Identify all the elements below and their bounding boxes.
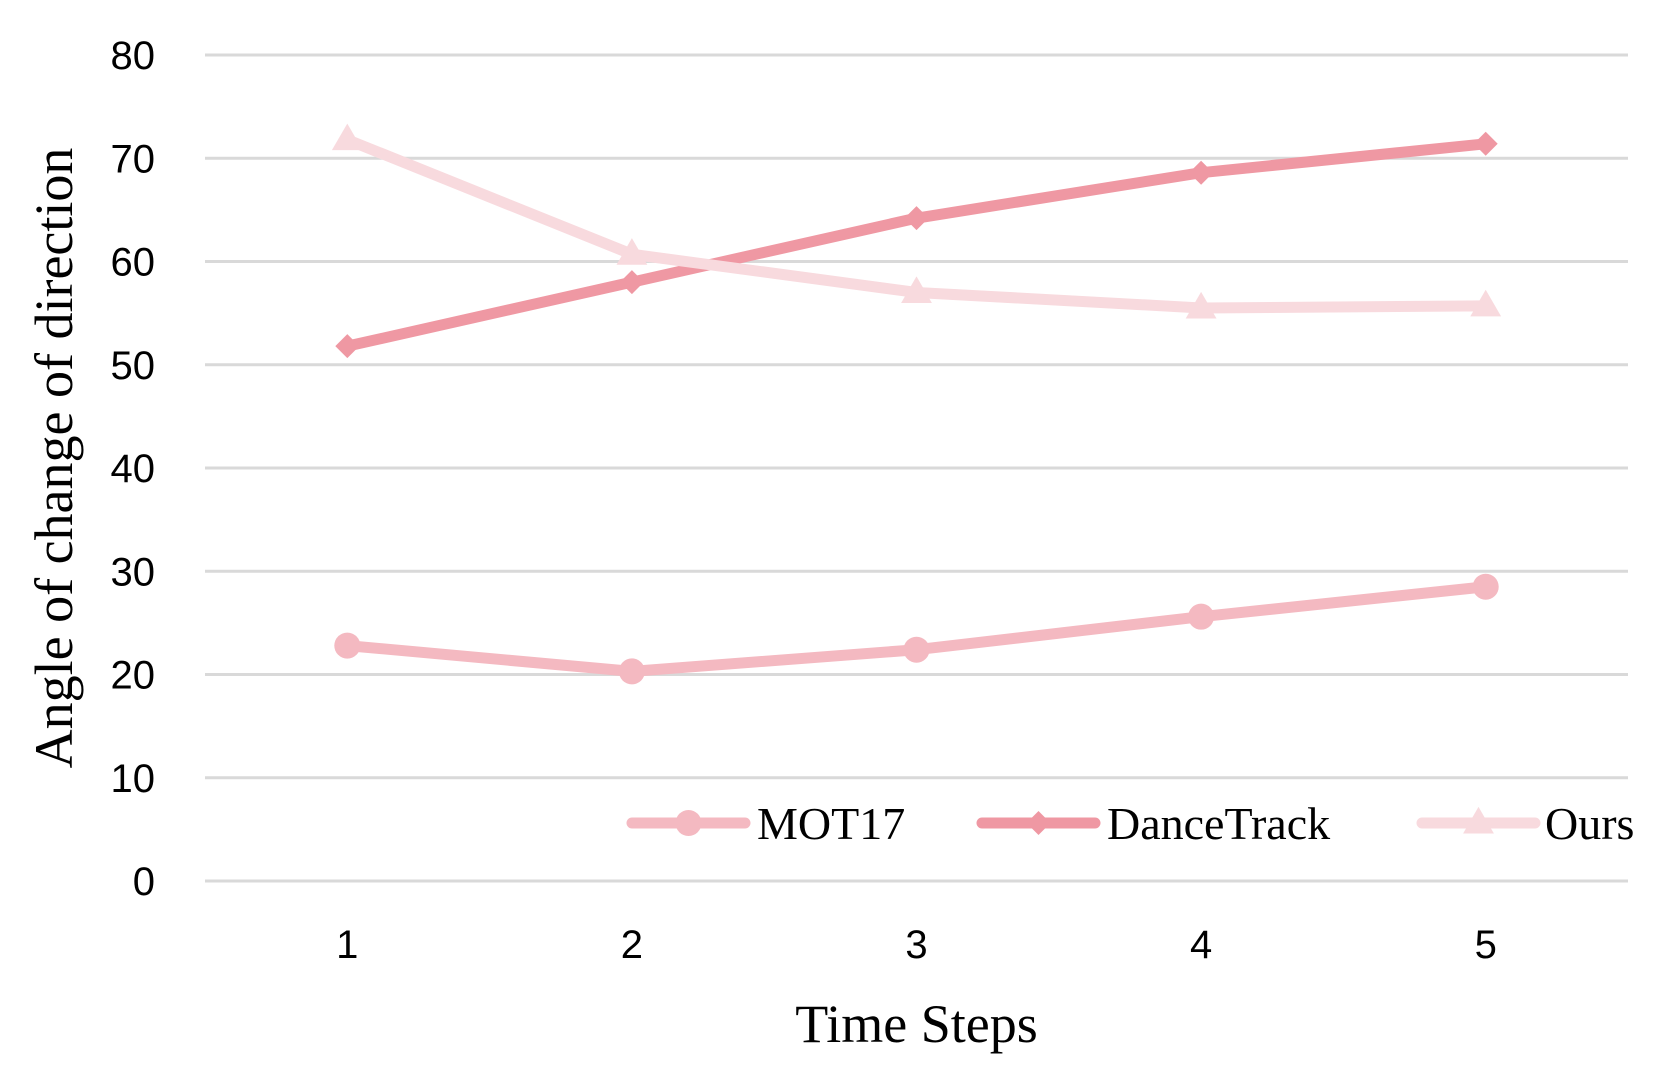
y-tick-label: 40: [111, 447, 156, 491]
data-point: [1473, 131, 1498, 156]
x-tick-label: 4: [1190, 923, 1212, 967]
data-point: [619, 270, 644, 295]
y-tick-label: 0: [133, 860, 155, 904]
legend: MOT17 DanceTrack Ours: [626, 798, 1634, 849]
data-point: [618, 658, 645, 685]
x-axis-title: Time Steps: [795, 994, 1038, 1054]
data-point: [1189, 160, 1214, 185]
x-tick-label: 1: [336, 923, 358, 967]
data-point: [1185, 291, 1217, 319]
legend-marker: [675, 810, 702, 836]
x-tick-label: 3: [905, 923, 927, 967]
data-point: [1472, 573, 1499, 600]
data-point: [1188, 603, 1215, 630]
legend-marker: [1463, 806, 1494, 834]
series-dancetrack: [335, 131, 1498, 359]
y-axis-title: Angle of change of direction: [24, 148, 84, 769]
y-tick-label: 50: [111, 344, 156, 388]
legend-label: Ours: [1545, 798, 1634, 849]
x-axis-tick-labels: 1 2 3 4 5: [336, 923, 1497, 967]
legend-label: MOT17: [757, 798, 905, 849]
y-tick-label: 20: [111, 654, 156, 698]
y-tick-label: 70: [111, 137, 156, 181]
series-layer: [331, 123, 1502, 685]
series-mot17: [334, 573, 1499, 685]
legend-item-mot17: MOT17: [626, 798, 905, 849]
series-line: [341, 138, 1492, 352]
data-point: [616, 238, 648, 265]
data-point: [335, 334, 360, 359]
data-point: [904, 206, 929, 231]
data-point: [1470, 289, 1502, 317]
y-tick-label: 30: [111, 550, 156, 594]
data-point: [903, 636, 930, 663]
legend-marker: [1026, 811, 1051, 835]
y-tick-label: 80: [111, 34, 156, 78]
y-tick-label: 10: [111, 757, 156, 801]
y-tick-label: 60: [111, 241, 156, 285]
x-tick-label: 5: [1475, 923, 1497, 967]
data-point: [901, 276, 932, 303]
data-point: [331, 123, 363, 151]
series-ours: [331, 123, 1502, 319]
legend-item-dancetrack: DanceTrack: [976, 798, 1330, 849]
data-point: [334, 632, 361, 659]
y-axis-tick-labels: 0 10 20 30 40 50 60 70 80: [111, 34, 156, 904]
x-tick-label: 2: [621, 923, 643, 967]
legend-label: DanceTrack: [1107, 798, 1330, 849]
gridlines: [205, 53, 1628, 883]
legend-item-ours: Ours: [1416, 798, 1634, 849]
